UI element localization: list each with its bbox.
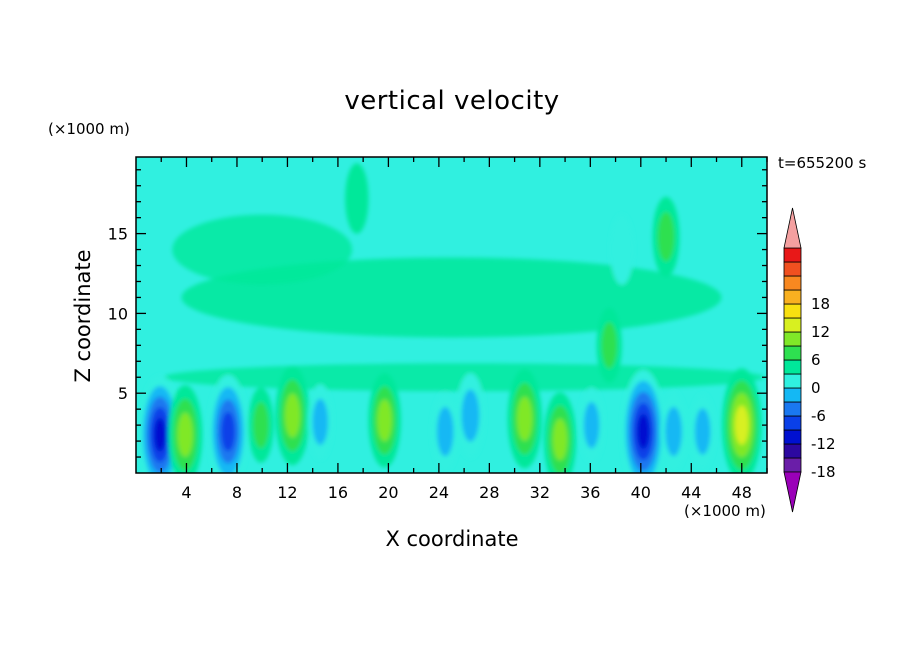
x-tick-label: 36 [580,483,600,502]
colorbar-tick-label: 12 [811,323,830,341]
contour-cell-8-level-1 [461,389,480,442]
colorbar: -18 -12 -6 0 6 12 18 [783,207,836,513]
x-tick-label: 12 [277,483,297,502]
colorbar-tick-label: -18 [811,463,836,481]
colorbar-segment [783,387,802,403]
x-tick-label: 28 [479,483,499,502]
y-tick-label: 5 [118,384,128,403]
colorbar-tick-label: 0 [811,379,821,397]
time-label: t=655200 s [778,154,867,172]
x-tick-label: 24 [429,483,449,502]
colorbar-segment [783,247,802,263]
colorbar-segment [783,373,802,389]
colorbar-min-arrow [783,471,802,513]
colorbar-segment [783,275,802,291]
contour-cell-0-level-4 [154,417,166,452]
contour-cell-14-level-1 [694,408,711,455]
contour-cell-3-level-1 [253,401,269,449]
x-axis: 4 8 12 16 20 24 28 32 36 40 44 48 [160,157,768,502]
contour-cell-9-level-2 [517,396,533,441]
x-tick-label: 16 [328,483,348,502]
colorbar-tick-label: 6 [811,351,821,369]
contour-cell-2-level-3 [221,411,236,452]
contour-cell-15-level-3 [734,405,749,445]
y-tick-label: 15 [108,225,128,244]
x-tick-label: 4 [181,483,191,502]
weak-updraft-patch [172,214,353,285]
colorbar-tick-label: 18 [811,295,830,313]
contour-cell-12-level-4 [637,413,650,450]
colorbar-segment [783,429,802,445]
x-axis-title: X coordinate [385,527,519,551]
colorbar-segment [783,401,802,417]
x-tick-label: 40 [631,483,651,502]
contour-cell-16-level-1 [601,322,618,369]
contour-cell-7-level-1 [436,406,454,457]
contour-cell-6-level-2 [377,399,392,442]
colorbar-segment [783,359,802,375]
colorbar-segment [783,345,802,361]
colorbar-segment [783,443,802,459]
x-tick-label: 44 [681,483,701,502]
colorbar-segment [783,261,802,277]
chart-title: vertical velocity [344,86,560,116]
contour-cell-4-level-2 [284,393,301,438]
contour-cell-10-level-2 [552,418,568,461]
colorbar-segment [783,415,802,431]
colorbar-segment [783,457,802,473]
colorbar-segment [783,303,802,319]
contour-cell-13-level-1 [665,406,682,457]
x-tick-label: 32 [530,483,550,502]
contour-cell-11-level-1 [583,401,600,449]
contour-cell-19-level-0 [345,163,369,234]
contour-cell-17-level-1 [657,212,675,262]
y-axis-unit-label: (×1000 m) [48,120,130,138]
x-axis-unit-label: (×1000 m) [684,502,766,520]
contour-field [136,157,767,473]
contour-cell-5-level-1 [312,398,329,446]
colorbar-segment [783,317,802,333]
x-tick-label: 20 [378,483,398,502]
colorbar-segment [783,289,802,305]
colorbar-tick-label: -6 [811,407,826,425]
y-axis: 5 10 15 [108,169,767,458]
x-tick-label: 8 [232,483,242,502]
colorbar-max-arrow [783,207,802,249]
colorbar-segment [783,331,802,347]
contour-cell-18-level-0 [610,214,634,285]
y-tick-label: 10 [108,304,128,323]
contour-cell-1-level-2 [177,412,193,457]
field-patches [139,163,765,473]
x-tick-label: 48 [732,483,752,502]
plot-frame [135,156,768,474]
colorbar-tick-label: -12 [811,435,836,453]
